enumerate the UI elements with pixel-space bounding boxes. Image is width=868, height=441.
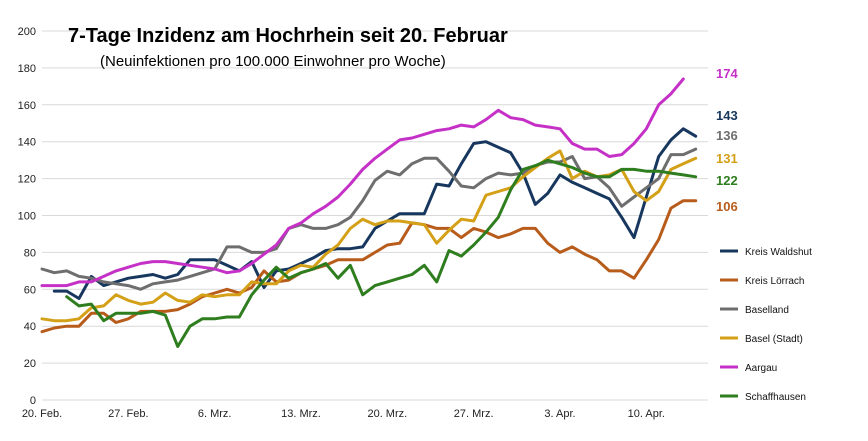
y-tick-label: 200 xyxy=(18,26,36,38)
x-tick-label: 3. Apr. xyxy=(544,408,575,420)
y-tick-label: 100 xyxy=(18,211,36,223)
x-tick-label: 13. Mrz. xyxy=(281,408,321,420)
y-tick-label: 20 xyxy=(24,358,36,370)
y-tick-label: 160 xyxy=(18,100,36,112)
legend-label-0: Kreis Waldshut xyxy=(745,247,812,258)
legend-label-1: Kreis Lörrach xyxy=(745,276,804,287)
series-lines xyxy=(40,77,698,348)
x-tick-label: 27. Mrz. xyxy=(454,408,494,420)
x-tick-label: 6. Mrz. xyxy=(198,408,232,420)
legend-label-2: Baselland xyxy=(745,305,789,316)
legend-label-4: Aargau xyxy=(745,363,777,374)
end-label-2: 136 xyxy=(716,128,738,143)
series-line-2 xyxy=(40,147,698,291)
end-label-3: 131 xyxy=(716,151,738,166)
x-tick-label: 27. Feb. xyxy=(108,408,148,420)
y-tick-label: 120 xyxy=(18,174,36,186)
y-axis-ticks: 0 20 40 60 80 100 120 140 160 180 200 xyxy=(18,26,36,407)
x-tick-label: 20. Mrz. xyxy=(367,408,407,420)
series-line-4 xyxy=(40,77,685,288)
gridlines xyxy=(42,30,708,401)
chart-title: 7-Tage Inzidenz am Hochrhein seit 20. Fe… xyxy=(68,25,508,47)
y-tick-label: 40 xyxy=(24,321,36,333)
end-label-4: 174 xyxy=(716,66,738,81)
y-tick-label: 180 xyxy=(18,63,36,75)
legend-label-3: Basel (Stadt) xyxy=(745,334,803,345)
series-line-3 xyxy=(40,149,698,323)
y-tick-label: 140 xyxy=(18,137,36,149)
x-tick-label: 10. Apr. xyxy=(628,408,665,420)
series-end-labels: 143 106 136 131 174 122 xyxy=(716,66,738,214)
x-axis-ticks: 20. Feb. 27. Feb. 6. Mrz. 13. Mrz. 20. Mrz. 2… xyxy=(22,408,665,420)
y-tick-label: 60 xyxy=(24,284,36,296)
x-tick-label: 20. Feb. xyxy=(22,408,62,420)
y-tick-label: 80 xyxy=(24,247,36,259)
series-line-5 xyxy=(65,158,698,348)
end-label-1: 106 xyxy=(716,199,738,214)
end-label-0: 143 xyxy=(716,108,738,123)
y-tick-label: 0 xyxy=(30,395,36,407)
chart-subtitle: (Neuinfektionen pro 100.000 Einwohner pr… xyxy=(100,53,446,70)
series-line-0 xyxy=(52,127,698,300)
end-label-5: 122 xyxy=(716,173,738,188)
legend-label-5: Schaffhausen xyxy=(745,392,806,403)
legend: Kreis Waldshut Kreis Lörrach Baselland Base… xyxy=(720,247,812,403)
